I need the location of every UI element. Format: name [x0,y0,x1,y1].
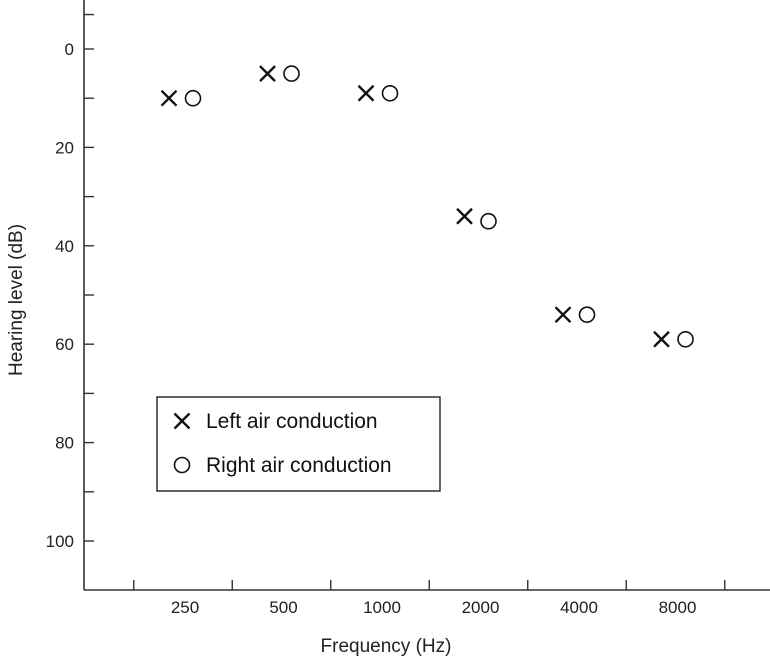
legend-label: Left air conduction [206,410,378,433]
left-air-conduction-point [160,89,178,107]
left-air-conduction-point [357,84,375,102]
left-air-conduction-point [259,65,276,82]
legend-x-symbol [173,412,191,430]
y-tick-label: 80 [55,434,74,453]
y-axis-title: Hearing level (dB) [6,224,27,376]
data-marks [160,65,694,348]
y-ticks: 0 20 40 60 80 100 [46,13,94,551]
right-air-conduction-point [677,330,694,348]
axes [83,0,770,591]
right-air-conduction-point [283,65,300,82]
x-ticks: 250 500 1000 2000 4000 8000 [133,580,726,617]
x-tick-label: 1000 [363,598,401,617]
x-tick-label: 8000 [659,598,697,617]
x-axis-title: Frequency (Hz) [321,636,452,657]
legend: Left air conduction Right air conduction [156,396,441,492]
right-air-conduction-point [184,89,202,107]
x-tick-label: 2000 [462,598,500,617]
y-tick-label: 100 [46,532,74,551]
left-air-conduction-point [554,306,572,324]
x-tick-label: 500 [269,598,297,617]
right-air-conduction-point [381,84,399,102]
y-tick-label: 20 [55,138,74,157]
y-tick-label: 60 [55,335,74,354]
legend-box [156,396,441,492]
y-tick-label: 0 [65,40,74,59]
left-air-conduction-point [653,330,670,348]
y-tick-label: 40 [55,237,74,256]
left-air-conduction-point [456,207,473,225]
legend-label: Right air conduction [206,454,392,477]
x-tick-label: 4000 [560,598,598,617]
legend-items: Left air conduction Right air conduction [173,410,392,477]
right-air-conduction-point [480,212,497,230]
right-air-conduction-point [578,306,596,323]
legend-o-symbol [173,456,191,474]
x-tick-label: 250 [171,598,199,617]
